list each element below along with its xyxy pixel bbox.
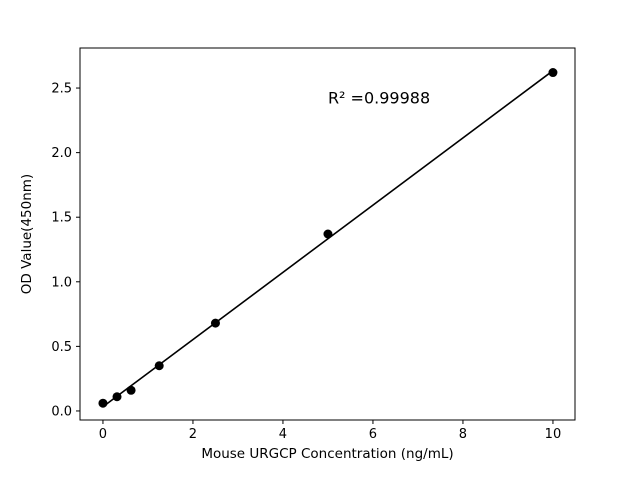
x-tick-label: 8 bbox=[459, 427, 467, 442]
y-tick-label: 0.5 bbox=[51, 340, 72, 355]
data-point bbox=[154, 361, 164, 371]
data-point bbox=[112, 392, 122, 402]
r-squared-annotation: R² =0.99988 bbox=[328, 89, 430, 108]
x-tick-label: 0 bbox=[99, 427, 107, 442]
x-tick-label: 6 bbox=[369, 427, 377, 442]
data-point bbox=[323, 229, 333, 239]
y-tick-label: 1.0 bbox=[51, 275, 72, 290]
x-tick-label: 10 bbox=[545, 427, 562, 442]
data-series bbox=[98, 68, 558, 408]
data-point bbox=[548, 68, 558, 78]
data-point bbox=[98, 398, 108, 408]
x-tick-label: 4 bbox=[279, 427, 287, 442]
axis-ticks: 0 2 4 6 8 10 0.0 0.5 1.0 1.5 2.0 2.5 bbox=[51, 82, 561, 442]
fit-line bbox=[102, 70, 554, 408]
y-tick-label: 1.5 bbox=[51, 211, 72, 226]
data-point bbox=[126, 385, 136, 395]
y-tick-label: 2.0 bbox=[51, 146, 72, 161]
x-axis-label: Mouse URGCP Concentration (ng/mL) bbox=[201, 446, 453, 462]
data-point bbox=[210, 318, 220, 328]
y-tick-label: 0.0 bbox=[51, 404, 72, 419]
y-axis-label: OD Value(450nm) bbox=[19, 174, 35, 294]
x-tick-label: 2 bbox=[189, 427, 197, 442]
y-tick-label: 2.5 bbox=[51, 82, 72, 97]
plot-frame bbox=[79, 47, 576, 421]
